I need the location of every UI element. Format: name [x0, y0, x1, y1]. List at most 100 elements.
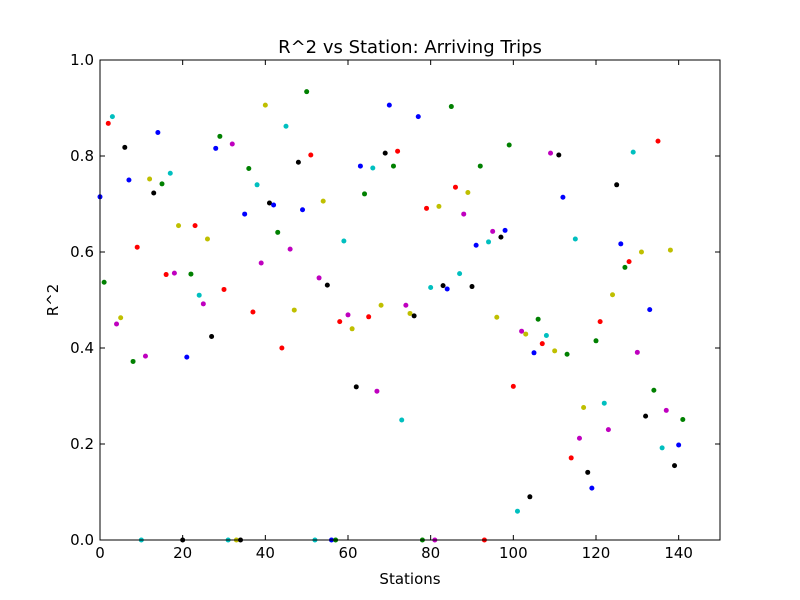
data-point [184, 354, 190, 360]
data-point [593, 338, 599, 344]
data-point [548, 150, 554, 156]
x-tick-label: 80 [421, 544, 440, 562]
data-point [605, 427, 611, 433]
data-point [564, 351, 570, 357]
data-point [469, 284, 475, 290]
data-point [163, 272, 169, 278]
data-point [494, 314, 500, 320]
data-point [114, 321, 120, 327]
data-point [192, 223, 198, 229]
data-point [556, 152, 562, 158]
data-point [151, 190, 157, 196]
data-point [622, 264, 628, 270]
data-point [362, 191, 368, 197]
data-point [399, 417, 405, 423]
data-point [382, 150, 388, 156]
data-point [630, 149, 636, 155]
data-point [130, 358, 136, 364]
x-tick-label: 120 [582, 544, 611, 562]
data-point [448, 104, 454, 110]
data-point [279, 345, 285, 351]
data-point [576, 435, 582, 441]
data-point [176, 223, 182, 229]
data-point [539, 341, 545, 347]
data-point [502, 227, 508, 233]
data-point [229, 141, 235, 147]
data-point [221, 286, 227, 292]
data-point [266, 200, 272, 206]
y-tick-label: 0.6 [70, 243, 94, 261]
x-axis-ticks: 0 20 40 60 80 100 120 140 [95, 60, 693, 562]
data-point [510, 383, 516, 389]
data-point [126, 177, 132, 183]
data-point [109, 114, 115, 120]
data-point [589, 485, 595, 491]
data-point [411, 313, 417, 319]
data-point [610, 292, 616, 298]
data-point [167, 170, 173, 176]
data-point [295, 159, 301, 165]
y-tick-label: 0.8 [70, 147, 94, 165]
points-layer [97, 89, 686, 543]
data-point [440, 283, 446, 289]
data-point [403, 302, 409, 308]
data-point [171, 270, 177, 276]
data-point [680, 417, 686, 423]
data-point [320, 198, 326, 204]
data-point [155, 129, 161, 135]
data-point [667, 247, 673, 253]
x-tick-label: 0 [95, 544, 105, 562]
data-point [357, 163, 363, 169]
data-point [415, 114, 421, 120]
data-point [523, 331, 529, 337]
data-point [659, 445, 665, 451]
data-point [134, 244, 140, 250]
data-point [196, 292, 202, 298]
data-point [601, 400, 607, 406]
data-point [560, 194, 566, 200]
data-point [258, 260, 264, 266]
data-point [147, 176, 153, 182]
data-point [159, 181, 165, 187]
data-point [452, 184, 458, 190]
data-point [304, 89, 310, 95]
data-point [254, 182, 260, 188]
y-tick-label: 0.0 [70, 531, 94, 549]
data-point [461, 211, 467, 217]
data-point [436, 203, 442, 209]
plot-area-frame [99, 59, 721, 541]
data-point [651, 387, 657, 393]
data-point [246, 165, 252, 171]
data-point [618, 241, 624, 247]
data-point [552, 348, 558, 354]
y-tick-label: 1.0 [70, 51, 94, 69]
data-point [386, 102, 392, 108]
data-point [275, 229, 281, 235]
data-point [655, 138, 661, 144]
data-point [490, 228, 496, 234]
data-point [262, 102, 268, 108]
data-point [353, 384, 359, 390]
y-axis-label: R^2 [44, 284, 62, 317]
data-point [345, 312, 351, 318]
data-point [316, 275, 322, 281]
data-point [250, 309, 256, 315]
data-point [568, 455, 574, 461]
data-point [188, 271, 194, 277]
x-tick-label: 20 [173, 544, 192, 562]
data-point [118, 315, 124, 321]
data-point [672, 463, 678, 469]
data-point [122, 144, 128, 150]
chart-title: R^2 vs Station: Arriving Trips [278, 37, 542, 58]
data-point [457, 271, 463, 277]
data-point [287, 246, 293, 252]
data-point [105, 120, 111, 126]
data-point [370, 165, 376, 171]
data-point [200, 301, 206, 307]
data-point [527, 494, 533, 500]
data-point [676, 442, 682, 448]
x-tick-label: 60 [338, 544, 357, 562]
data-point [531, 350, 537, 356]
x-tick-label: 100 [499, 544, 528, 562]
